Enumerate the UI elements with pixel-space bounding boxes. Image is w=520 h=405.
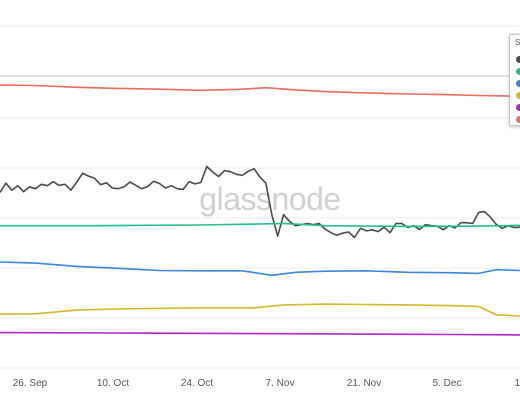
x-tick-label: 7. Nov — [266, 378, 295, 389]
x-tick-label: 21. Nov — [347, 378, 381, 389]
x-tick-label: 5. Dec — [433, 378, 462, 389]
series-line-0 — [0, 84, 520, 97]
legend-swatch-2 — [516, 80, 520, 87]
series-line-4 — [0, 303, 520, 317]
legend[interactable]: S — [509, 34, 520, 126]
x-tick-label: 1 — [514, 378, 520, 389]
watermark: glassnode — [199, 181, 340, 217]
series-line-3 — [0, 261, 520, 277]
legend-swatch-1 — [516, 68, 520, 75]
series-line-2 — [0, 222, 520, 228]
x-tick-label: 10. Oct — [97, 378, 129, 389]
x-tick-label: 26. Sep — [13, 378, 48, 389]
gridlines — [0, 25, 520, 369]
legend-swatch-3 — [516, 92, 520, 99]
x-tick-label: 24. Oct — [181, 378, 213, 389]
x-axis: 26. Sep 10. Oct 24. Oct 7. Nov 21. Nov 5. Dec… — [13, 378, 520, 389]
legend-swatch-5 — [516, 116, 520, 123]
legend-swatch-4 — [516, 104, 520, 111]
series-line-5 — [0, 331, 520, 336]
series-layer — [0, 84, 520, 336]
legend-swatch-0 — [516, 56, 520, 63]
legend-title: S — [515, 38, 520, 47]
